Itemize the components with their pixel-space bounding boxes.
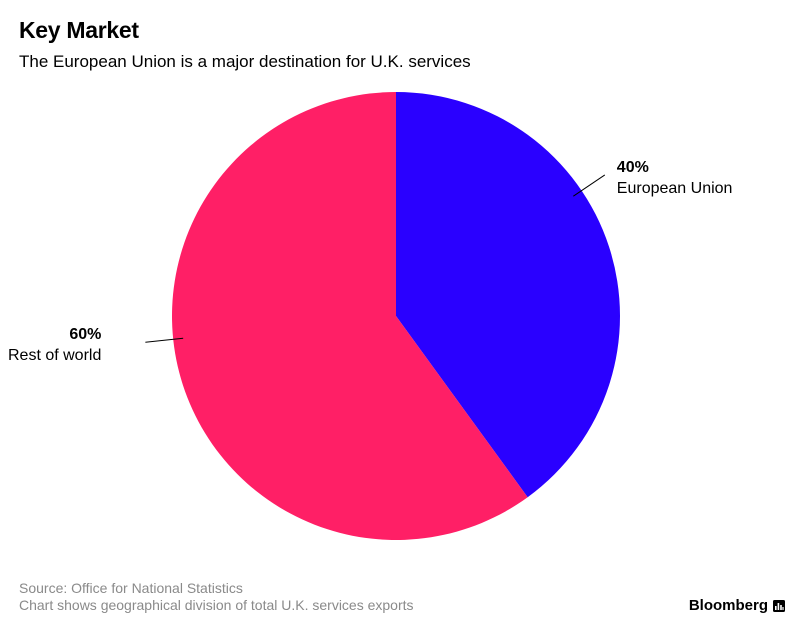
pie-labels: 40% European Union 60% Rest of world <box>8 159 732 364</box>
bloomberg-bars-icon <box>773 599 785 612</box>
slice-value-label: 40% <box>617 159 649 176</box>
chart-title: Key Market <box>19 17 139 43</box>
slice-category-label: Rest of world <box>8 347 101 364</box>
brand-logo: Bloomberg <box>689 597 785 614</box>
chart-footer: Source: Office for National Statistics C… <box>19 580 414 614</box>
pie-slices <box>171 92 620 541</box>
brand-name: Bloomberg <box>688 597 768 614</box>
slice-category-label: European Union <box>617 180 733 197</box>
leader-line <box>573 174 606 197</box>
chart-subtitle: The European Union is a major destinatio… <box>19 52 471 71</box>
pie-slice-european-union <box>396 92 620 498</box>
source-note: Source: Office for National Statistics <box>19 580 243 596</box>
slice-value-label: 60% <box>69 326 101 343</box>
leader-line <box>145 337 184 343</box>
description-note: Chart shows geographical division of tot… <box>19 597 414 613</box>
pie-slice-rest-of-world <box>171 92 528 541</box>
